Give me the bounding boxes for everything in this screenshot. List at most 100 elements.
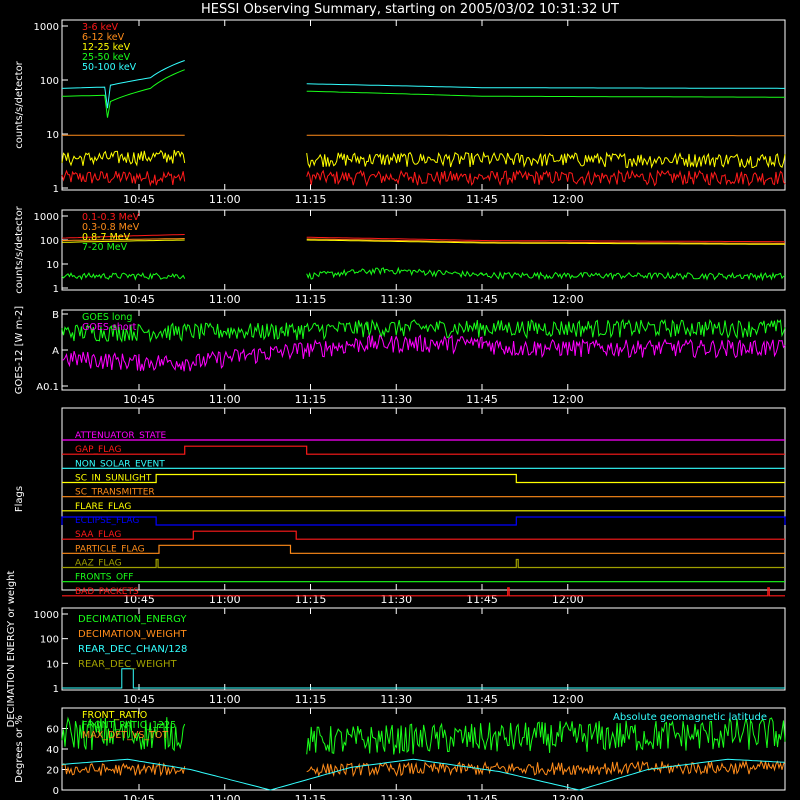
legend-entry: 0.3-0.8 MeV [82, 222, 140, 233]
legend-entry: 0.1-0.3 MeV [82, 212, 140, 223]
x-tick-label: 11:45 [466, 793, 498, 800]
flag-label: SC_IN_SUNLIGHT [75, 474, 152, 484]
x-tick-label: 11:15 [295, 793, 327, 800]
x-tick-label: 11:00 [209, 293, 241, 306]
legend-entry: GOES long [82, 312, 132, 323]
y-tick-label: 40 [46, 745, 59, 756]
legend-entry: DECIMATION_ENERGY [78, 614, 187, 625]
legend-entry: MAX_DET_VS_TOT [82, 730, 168, 741]
x-tick-label: 11:30 [380, 393, 412, 406]
x-tick-label: 12:00 [552, 193, 584, 206]
series-line [61, 334, 786, 372]
flag-line [62, 587, 785, 597]
x-tick-label: 11:15 [295, 393, 327, 406]
series-line [62, 238, 185, 241]
x-tick-label: 12:00 [552, 293, 584, 306]
y-tick-label: 1000 [34, 22, 59, 33]
panel-1: 10:45 11:00 11:15 11:30 11:45 12:00 counts/s/d… [14, 19, 786, 206]
y-axis-label: counts/s/detector [14, 205, 25, 293]
y-tick-label: A [52, 346, 59, 357]
series-line [61, 234, 185, 239]
x-tick-label: 11:45 [466, 393, 498, 406]
flag-label: AAZ_FLAG [75, 559, 122, 569]
x-tick-label: 11:15 [295, 293, 327, 306]
x-tick-label: 11:30 [380, 793, 412, 800]
y-tick-label: 100 [40, 76, 59, 87]
flag-label: SAA_FLAG [75, 530, 121, 540]
series-line [61, 69, 185, 118]
panel-6: 10:45 11:00 11:15 11:30 11:45 12:00 Degrees or… [14, 707, 786, 800]
y-axis-label: counts/s/detector [14, 60, 25, 148]
series-line [61, 318, 786, 343]
y-tick-label: 10 [46, 659, 59, 670]
x-tick-label: 12:00 [552, 393, 584, 406]
legend-entry: 12-25 keV [82, 42, 131, 53]
legend-entry: 0.8-7 MeV [82, 232, 131, 243]
series-line [306, 169, 786, 187]
series-line [61, 239, 185, 243]
panel-frame [61, 607, 786, 691]
series-line [306, 236, 785, 243]
y-tick-label: 10 [46, 130, 59, 141]
y-axis-label: GOES-12 [W m-2] [14, 306, 25, 394]
x-tick-label: 11:00 [209, 593, 241, 606]
x-tick-label: 11:45 [466, 593, 498, 606]
x-tick-label: 12:00 [552, 693, 584, 706]
series-line [306, 134, 785, 137]
series-line [306, 151, 786, 169]
series-line [61, 272, 186, 281]
legend-entry: FRONT_RATIO [82, 710, 147, 721]
panel-frame [61, 19, 786, 191]
flag-label: FLARE_FLAG [75, 502, 131, 512]
panel-5: 10:45 11:00 11:15 11:30 11:45 12:00 DECIMATION… [6, 570, 786, 727]
y-tick-label: 1 [53, 684, 59, 695]
flag-label: GAP_FLAG [75, 445, 121, 455]
legend-entry: 3-6 keV [82, 22, 119, 33]
x-tick-label: 11:00 [209, 693, 241, 706]
y-tick-label: 1000 [34, 610, 59, 621]
y-tick-label: A0.1 [36, 382, 59, 393]
x-tick-label: 11:00 [209, 193, 241, 206]
y-tick-label: 60 [46, 725, 59, 736]
legend-entry: 7-20 MeV [82, 242, 128, 253]
series-line [306, 266, 786, 282]
flag-line [62, 445, 785, 455]
x-tick-label: 10:45 [123, 293, 155, 306]
x-tick-label: 10:45 [123, 393, 155, 406]
series-line [306, 759, 786, 778]
series-line [306, 717, 786, 755]
panel-3: 10:45 11:00 11:15 11:30 11:45 12:00 GOES-12 [W… [14, 306, 786, 406]
y-axis-label: Degrees or % [14, 715, 25, 783]
flag-line [62, 558, 785, 569]
x-tick-label: 11:15 [295, 193, 327, 206]
annotation-label: Absolute geomagnetic latitude [613, 712, 767, 723]
y-tick-label: 20 [46, 766, 59, 777]
y-tick-label: 0 [53, 786, 59, 797]
legend-entry: DECIMATION_WEIGHT [78, 629, 187, 640]
y-tick-label: B [52, 310, 59, 321]
x-tick-label: 11:45 [466, 693, 498, 706]
series-line [61, 149, 186, 167]
x-tick-label: 11:15 [295, 593, 327, 606]
panel-frame [61, 209, 786, 291]
x-tick-label: 11:30 [380, 593, 412, 606]
legend-entry: FRONT_RATIO_1225 [82, 720, 176, 731]
x-tick-label: 10:45 [123, 693, 155, 706]
flag-line [62, 530, 785, 540]
x-tick-label: 12:00 [552, 593, 584, 606]
flag-line [62, 473, 785, 484]
series-line [306, 90, 785, 98]
series-line [61, 716, 186, 752]
series-line [306, 83, 785, 89]
x-tick-label: 11:30 [380, 293, 412, 306]
panel-4: 10:45 11:00 11:15 11:30 11:45 12:00FlagsATTEN… [14, 407, 786, 606]
y-tick-label: 100 [40, 236, 59, 247]
flag-label: SC_TRANSMITTER [75, 488, 155, 498]
y-tick-label: 1 [53, 184, 59, 195]
flag-label: ECLIPSE_FLAG [75, 516, 139, 526]
series-line [61, 60, 185, 109]
series-line [61, 758, 786, 791]
flag-line [61, 516, 786, 526]
x-tick-label: 11:30 [380, 693, 412, 706]
